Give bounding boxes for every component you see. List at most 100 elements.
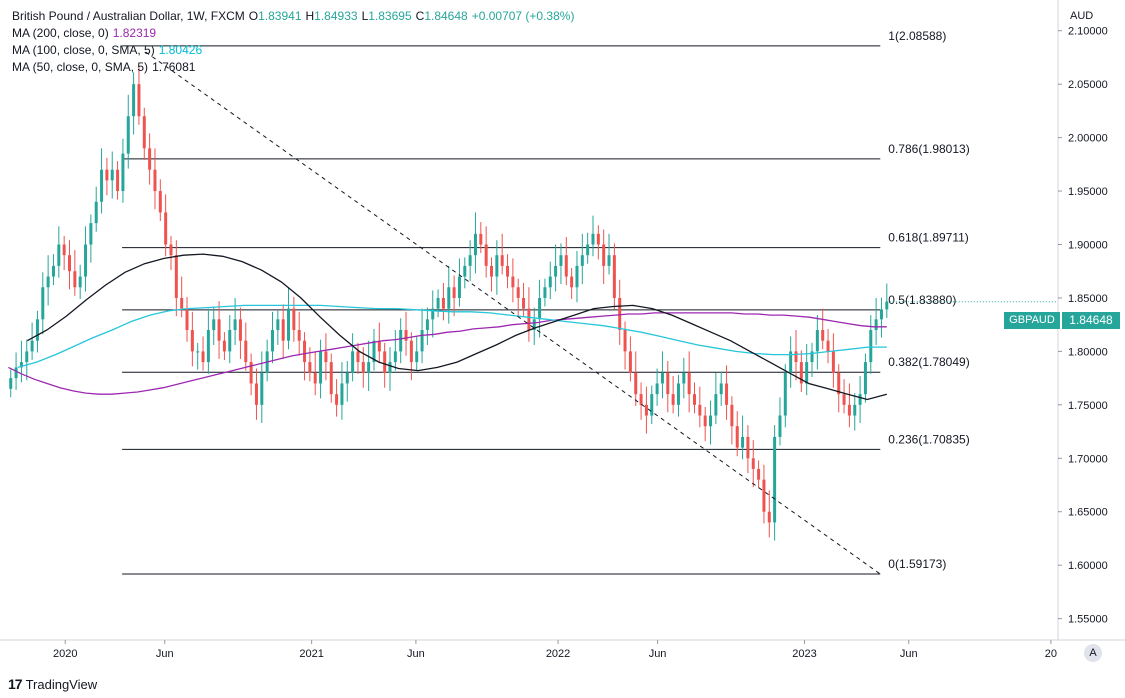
candle-body [484,244,488,266]
fib-level-label: 0.786(1.98013) [888,142,969,156]
candle-body [490,265,494,277]
price-tick-label: 1.60000 [1068,560,1108,572]
time-tick-label: Jun [156,648,174,660]
candle-body [586,244,590,256]
candle-body [522,297,526,309]
candle-body [190,330,194,352]
ma100-label[interactable]: MA (100, close, 0, SMA, 5) [12,43,155,57]
legend-ma200-row[interactable]: MA (200, close, 0) 1.82319 [12,25,574,42]
candle-body [142,116,146,149]
candle-body [126,116,130,154]
candle-body [452,287,456,298]
legend-ma100-row[interactable]: MA (100, close, 0, SMA, 5) 1.80426 [12,42,574,59]
candle-body [778,415,782,437]
brand-name: TradingView [25,676,98,692]
candle-body [217,319,221,341]
candle-body [340,383,344,405]
trendline-layer[interactable] [145,51,1058,575]
candle-body [612,255,616,298]
candle-body [874,319,878,331]
candle-body [329,362,333,395]
candle-body [810,351,814,363]
candle-body [100,169,104,202]
candle-body [607,255,611,266]
ma50-line [26,253,887,401]
candle-body [73,271,77,288]
candle-body [639,394,643,405]
axes[interactable]: 2.10000 2.05000 2.00000 1.95000 1.90000 1.850… [0,0,1125,660]
high-label: H [305,9,315,23]
candle-body [666,372,670,395]
candle-body [538,297,542,320]
candle-body [815,330,819,352]
candle-body [783,372,787,416]
candle-body [158,191,162,213]
candle-body [110,169,114,181]
candle-body [634,372,638,395]
ma100-line [17,304,887,369]
candle-body [650,394,654,416]
candle-body [319,351,323,384]
candle-body [67,255,71,272]
candle-body [441,297,445,309]
candle-body [270,330,274,352]
price-tick-label: 1.90000 [1068,240,1108,252]
candle-body [479,233,483,245]
tradingview-logo-icon: 17 [8,676,23,692]
time-tick-label: 2021 [299,648,323,660]
candle-body [148,148,152,170]
symbol-title[interactable]: British Pound / Australian Dollar, 1W, F… [12,9,245,23]
candle-body [425,319,429,331]
candle-body [415,351,419,363]
auto-scale-button[interactable]: A [1084,644,1102,662]
fib-retracement[interactable]: 1(2.08588) 0.786(1.98013) 0.618(1.89711) 0.… [122,29,970,575]
fib-level-label: 0.236(1.70835) [888,432,969,446]
candle-body [185,308,189,331]
open-value: 1.83941 [258,9,302,23]
candle-body [746,436,750,459]
price-tick-label: 1.80000 [1068,346,1108,358]
candle-body [137,84,141,117]
candle-body [527,308,531,331]
candle-body [506,265,510,277]
price-tick-label: 2.00000 [1068,133,1108,145]
candle-body [671,394,675,405]
candle-body [94,201,98,224]
ma200-line [8,312,887,395]
candle-body [105,169,109,181]
candle-body [447,287,451,309]
legend-main-row[interactable]: British Pound / Australian Dollar, 1W, F… [12,8,574,25]
candle-body [164,212,168,245]
candle-body [725,383,729,405]
candle-body [19,362,23,368]
ma200-label[interactable]: MA (200, close, 0) [12,26,109,40]
candle-body [351,351,355,373]
ma50-label[interactable]: MA (50, close, 0, SMA, 5) [12,60,149,74]
candle-body [25,351,29,363]
candle-body [356,351,360,363]
currency-label: AUD [1070,10,1094,22]
legend-ma50-row[interactable]: MA (50, close, 0, SMA, 5) 1.76081 [12,59,574,76]
candle-body [473,233,477,256]
candle-body [805,362,809,384]
candles[interactable] [9,65,889,541]
tradingview-footer[interactable]: 17 TradingView [8,676,97,692]
candle-body [297,330,301,341]
candle-body [602,244,606,266]
candle-body [773,436,777,523]
fib-level-label: 0.618(1.89711) [888,231,969,245]
candle-body [121,153,125,192]
ma50-value: 1.76081 [152,60,196,74]
candle-body [393,351,397,363]
time-tick-label: Jun [407,648,425,660]
candle-body [516,287,520,298]
candle-body [308,362,312,373]
candle-body [404,330,408,341]
chart-legend: British Pound / Australian Dollar, 1W, F… [12,8,574,76]
candle-body [345,372,349,384]
candle-body [730,404,734,427]
price-tick-label: 1.65000 [1068,507,1108,519]
candle-body [57,244,61,266]
candle-body [463,265,467,277]
